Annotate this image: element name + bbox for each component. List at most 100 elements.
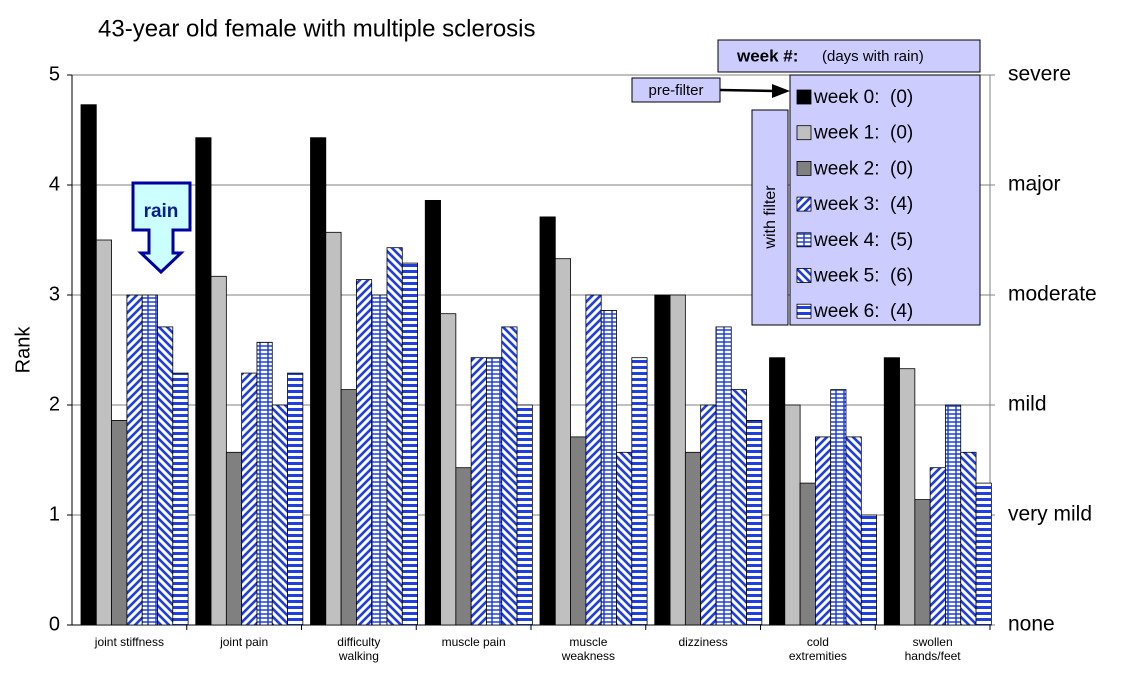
bar: [455, 467, 472, 626]
bar: [616, 451, 633, 626]
bar: [241, 372, 258, 626]
bar: [945, 404, 962, 626]
bar: [95, 239, 113, 626]
bar: [715, 326, 732, 626]
legend-swatch: [796, 125, 812, 141]
y2-tick-label: moderate: [1008, 283, 1097, 306]
legend-swatch: [796, 303, 812, 319]
bar: [126, 294, 143, 626]
bar: [585, 294, 602, 626]
x-tick-label: muscle weakness: [561, 635, 616, 663]
legend-title-box: [717, 39, 981, 73]
bar: [730, 389, 747, 626]
legend-label: week 3: (4): [813, 194, 913, 215]
legend-label: week 6: (4): [813, 301, 913, 322]
bar: [899, 368, 916, 626]
legend-label: week 0: (0): [813, 87, 913, 108]
y2-tick-label: none: [1008, 613, 1055, 636]
bar: [860, 514, 877, 626]
bar: [570, 436, 587, 626]
bar: [700, 404, 717, 626]
bar: [845, 436, 862, 626]
y2-tick-label: major: [1008, 173, 1061, 196]
bar: [424, 199, 441, 626]
y2-tick-label: severe: [1008, 63, 1071, 86]
bar: [157, 326, 174, 626]
bar: [815, 436, 832, 626]
x-tick-label: joint pain: [220, 635, 269, 649]
bar: [271, 404, 288, 626]
legend-subtitle: (days with rain): [822, 48, 924, 65]
y-axis-label: Rank: [12, 326, 34, 374]
bar: [631, 357, 648, 626]
bar: [325, 231, 342, 626]
rain-callout: [131, 181, 192, 275]
y2-tick-label: mild: [1008, 393, 1047, 416]
legend-label: week 1: (0): [813, 123, 913, 144]
bar: [340, 389, 357, 626]
x-tick-label: difficulty walking: [337, 635, 381, 663]
bar: [684, 451, 702, 626]
y-tick-label: 3: [49, 283, 60, 305]
pre-filter-arrowhead: [772, 84, 790, 98]
bar: [256, 341, 273, 626]
legend-swatch: [796, 89, 812, 105]
bar: [355, 279, 373, 626]
bar: [883, 357, 900, 626]
x-tick-label: joint stiffness: [94, 635, 164, 649]
bar: [386, 247, 403, 626]
bar: [80, 104, 97, 626]
bar: [654, 294, 671, 626]
bar: [600, 309, 617, 626]
y-tick-label: 4: [49, 173, 60, 195]
bar: [539, 216, 556, 626]
bar: [799, 482, 816, 626]
bar: [195, 137, 212, 626]
x-tick-label: muscle pain: [441, 635, 506, 649]
bar: [830, 389, 847, 626]
bar: [975, 482, 992, 626]
bar: [210, 275, 227, 626]
bar: [371, 294, 388, 626]
chart-title: 43-year old female with multiple scleros…: [98, 15, 536, 42]
y-tick-label: 1: [49, 503, 60, 525]
bar: [141, 294, 158, 626]
bar: [401, 262, 418, 626]
bar: [111, 419, 128, 626]
bar: [287, 372, 304, 626]
legend-label: week 2: (0): [813, 158, 913, 179]
x-tick-label: cold extremities: [788, 635, 847, 663]
bar: [784, 404, 801, 626]
legend-box: [789, 74, 981, 326]
legend-label: week 5: (6): [813, 266, 913, 287]
x-tick-label: swollen hands/feet: [904, 635, 961, 663]
bar: [310, 137, 327, 626]
bar: [516, 404, 533, 626]
y-tick-label: 0: [49, 613, 60, 635]
bar: [501, 326, 518, 626]
bar: [929, 467, 946, 626]
bar: [554, 258, 571, 626]
legend-swatch: [796, 196, 812, 212]
bar: [172, 372, 189, 626]
bar: [486, 357, 503, 626]
bar: [669, 294, 686, 626]
legend-swatch: [796, 268, 812, 283]
legend-label: week 4: (5): [813, 230, 913, 251]
pre-filter-arrow: [719, 88, 776, 93]
rain-label: rain: [144, 201, 179, 222]
bar: [746, 419, 763, 626]
y-tick-label: 5: [49, 63, 60, 85]
bar: [914, 499, 931, 626]
pre-filter-label: pre-filter: [648, 82, 703, 99]
bar: [225, 451, 243, 626]
bar: [470, 357, 487, 626]
x-tick-label: dizziness: [678, 635, 728, 649]
with-filter-label: with filter: [762, 185, 779, 250]
legend-swatch: [796, 232, 812, 248]
y2-tick-label: very mild: [1008, 503, 1092, 526]
bar: [960, 451, 977, 626]
bar: [440, 313, 457, 626]
